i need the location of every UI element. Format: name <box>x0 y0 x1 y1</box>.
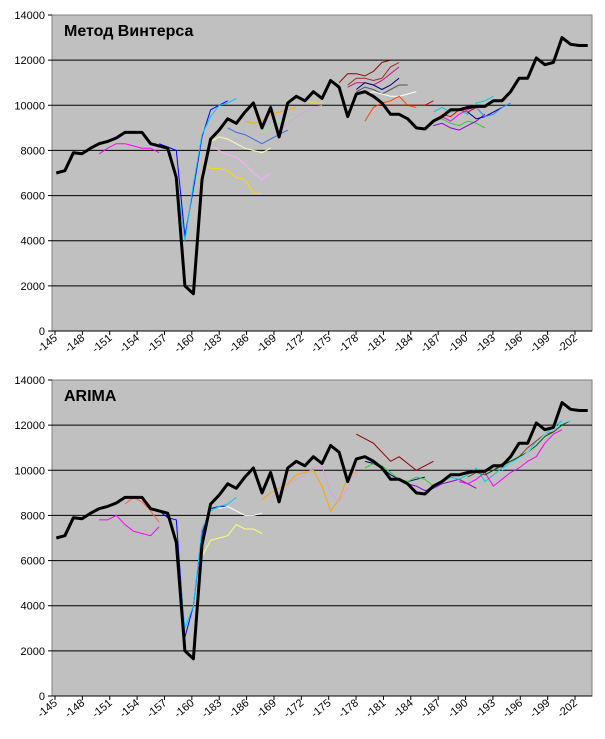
x-tick-label: -148 <box>63 697 88 720</box>
y-tick-label: 12000 <box>14 55 45 67</box>
y-tick-label: 0 <box>39 691 45 703</box>
x-tick-label: -186 <box>227 332 252 355</box>
x-tick-label: -184 <box>391 332 416 355</box>
x-tick-label: -196 <box>501 332 526 355</box>
x-tick-label: -154 <box>117 332 142 355</box>
chart-title: Метод Винтерса <box>64 23 193 40</box>
x-tick-label: -196 <box>501 697 526 720</box>
x-tick-label: -160 <box>172 332 197 355</box>
x-tick-label: -151 <box>90 697 115 720</box>
x-tick-label: -199 <box>528 332 553 355</box>
y-tick-label: 14000 <box>14 10 45 22</box>
forecast-line-15 <box>355 77 400 91</box>
x-tick-label: -181 <box>364 697 389 720</box>
x-tick-label: -183 <box>200 332 225 355</box>
y-tick-label: 4000 <box>21 601 45 613</box>
forecast-line-10 <box>278 104 323 133</box>
forecast-line-9 <box>356 433 434 471</box>
y-tick-label: 2000 <box>21 646 45 658</box>
y-tick-label: 6000 <box>21 556 45 568</box>
y-tick-label: 10000 <box>14 100 45 112</box>
forecast-line-12 <box>398 478 477 492</box>
y-tick-label: 14000 <box>14 375 45 387</box>
x-tick-label: -186 <box>227 697 252 720</box>
forecast-line-5 <box>210 145 271 181</box>
y-tick-label: 12000 <box>14 420 45 432</box>
forecast-line-1 <box>99 514 160 537</box>
forecast-line-14 <box>458 429 563 487</box>
forecast-line-4 <box>201 161 262 194</box>
actual-series-line <box>55 36 588 296</box>
forecast-line-24 <box>433 113 486 131</box>
x-tick-label: -178 <box>336 332 361 355</box>
x-tick-label: -169 <box>254 697 279 720</box>
x-tick-label: -175 <box>309 697 334 720</box>
y-tick-label: 0 <box>39 326 45 338</box>
x-tick-label: -154 <box>117 697 142 720</box>
forecast-line-13 <box>347 61 400 86</box>
forecast-line-6 <box>124 496 160 523</box>
y-tick-label: 2000 <box>21 281 45 293</box>
x-tick-label: -187 <box>418 332 443 355</box>
x-tick-label: -190 <box>446 332 471 355</box>
y-tick-label: 8000 <box>21 145 45 157</box>
x-tick-label: -160 <box>172 697 197 720</box>
forecast-line-12 <box>338 59 391 84</box>
forecast-line-6 <box>210 136 271 154</box>
x-tick-label: -151 <box>90 332 115 355</box>
x-tick-label: -202 <box>555 697 580 720</box>
y-tick-label: 6000 <box>21 191 45 203</box>
x-tick-label: -183 <box>200 697 225 720</box>
x-tick-label: -172 <box>282 332 307 355</box>
x-tick-label: -172 <box>282 697 307 720</box>
forecast-line-19 <box>382 100 434 106</box>
plot-area <box>51 379 593 697</box>
x-tick-label: -199 <box>528 697 553 720</box>
y-tick-label: 4000 <box>21 236 45 248</box>
forecast-line-1 <box>98 143 160 155</box>
forecast-line-17 <box>364 91 417 97</box>
forecast-line-26 <box>475 102 511 118</box>
x-tick-label: -181 <box>364 332 389 355</box>
x-tick-label: -157 <box>145 697 170 720</box>
x-tick-label: -190 <box>446 697 471 720</box>
forecast-line-5 <box>218 505 263 516</box>
x-tick-label: -157 <box>145 332 170 355</box>
forecast-line-23 <box>433 118 486 129</box>
x-tick-label: -148 <box>63 332 88 355</box>
x-tick-label: -169 <box>254 332 279 355</box>
forecast-line-2 <box>158 100 228 237</box>
x-tick-label: -178 <box>336 697 361 720</box>
forecast-line-4 <box>201 523 263 557</box>
y-tick-label: 8000 <box>21 510 45 522</box>
forecast-line-17 <box>501 420 571 471</box>
x-tick-label: -202 <box>555 332 580 355</box>
forecast-line-8 <box>270 465 357 503</box>
actual-series-line <box>55 401 588 661</box>
chart-title: ARIMA <box>64 388 117 405</box>
x-tick-label: -193 <box>473 332 498 355</box>
forecast-line-9 <box>261 116 297 133</box>
x-tick-label: -184 <box>391 697 416 720</box>
x-tick-label: -187 <box>418 697 443 720</box>
x-tick-label: -175 <box>309 332 334 355</box>
forecast-line-3 <box>175 98 237 241</box>
x-tick-label: -193 <box>473 697 498 720</box>
forecast-line-8 <box>244 107 297 124</box>
plot-area <box>51 14 593 332</box>
y-tick-label: 10000 <box>14 465 45 477</box>
